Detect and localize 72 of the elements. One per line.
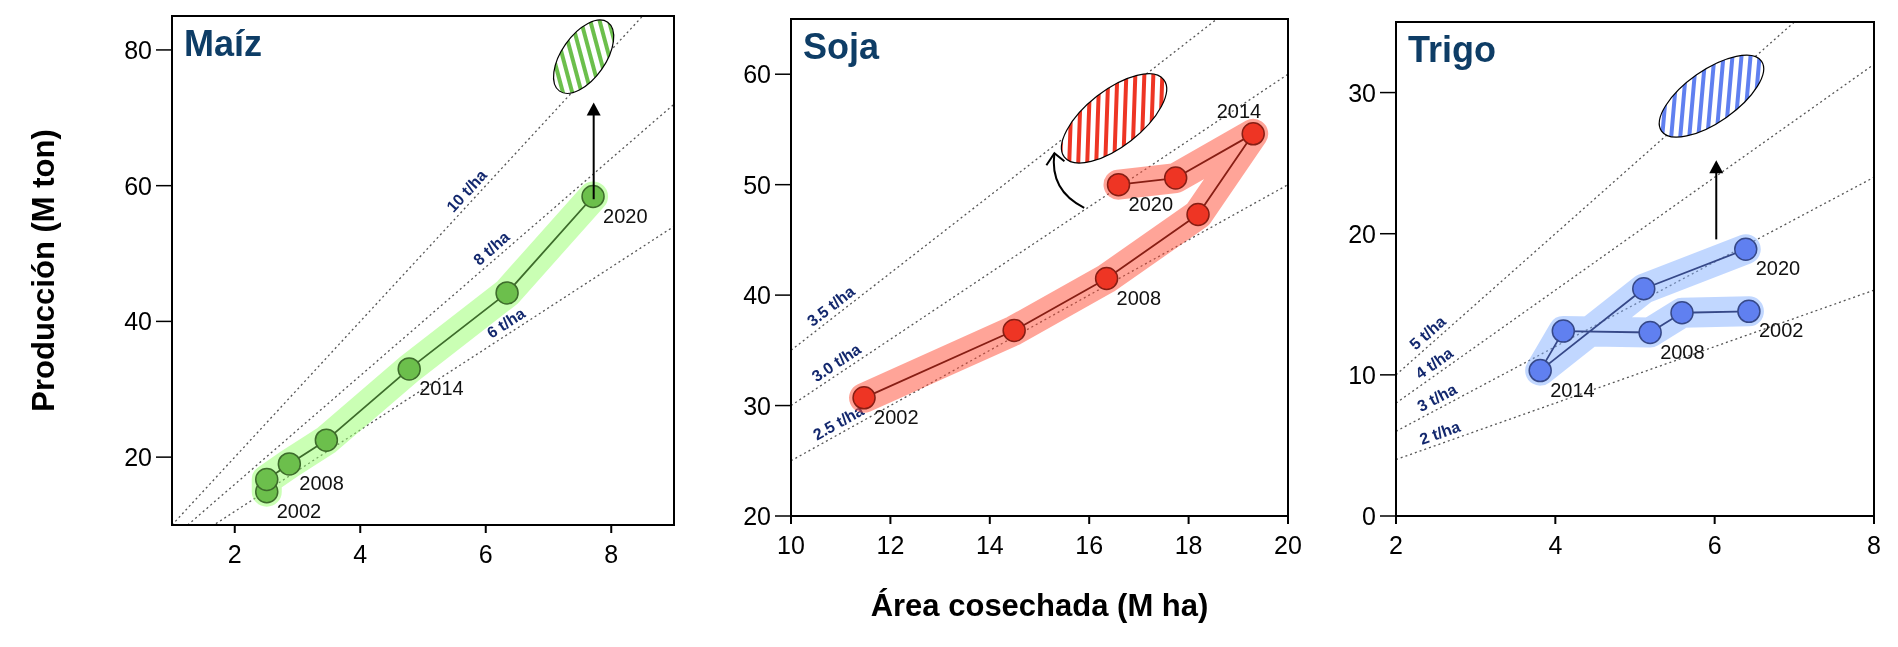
y-tick-label: 40 — [124, 307, 152, 336]
point — [1163, 166, 1188, 190]
point — [277, 452, 302, 476]
y-tick-label: 50 — [743, 170, 771, 199]
x-tick-label: 14 — [975, 531, 1004, 559]
point — [1737, 299, 1761, 324]
point — [1002, 318, 1026, 343]
y-tick-label: 30 — [743, 391, 771, 420]
text: 3.0 t/ha — [808, 340, 865, 386]
x-tick-label: 8 — [1867, 531, 1881, 559]
annotation: 2020 — [1128, 192, 1174, 215]
annotation: 2014 — [419, 376, 464, 399]
annotation: 2002 — [276, 499, 322, 522]
chart-title: Soja — [803, 26, 880, 67]
x-tick-label: 6 — [478, 540, 493, 568]
y-tick-label: 10 — [1348, 360, 1376, 389]
x-tick-label: 2 — [227, 540, 242, 568]
annotation: 2020 — [1755, 257, 1801, 280]
text: 8 t/ha — [470, 228, 513, 269]
annotation: 2008 — [1116, 286, 1162, 309]
chart-title: Trigo — [1408, 29, 1496, 70]
annotation: 2014 — [1550, 378, 1595, 401]
x-tick-label: 20 — [1274, 531, 1302, 559]
point — [852, 386, 876, 410]
point — [1106, 172, 1131, 197]
text: 2.5 t/ha — [810, 401, 867, 444]
point — [581, 184, 605, 209]
x-tick-label: 16 — [1075, 531, 1104, 559]
y-tick-label: 20 — [743, 502, 771, 530]
y-tick-label: 60 — [124, 171, 152, 200]
text: 6 t/ha — [483, 304, 529, 342]
y-tick-label: 20 — [124, 443, 152, 472]
point — [1638, 320, 1662, 345]
chart-title: Maíz — [184, 23, 263, 64]
point — [1528, 358, 1552, 383]
y-tick-label: 60 — [743, 60, 771, 89]
x-tick-label: 18 — [1174, 531, 1203, 559]
x-tick-label: 8 — [604, 540, 619, 568]
point — [495, 281, 519, 305]
annotation: 2008 — [1660, 340, 1705, 363]
text: 10 t/ha — [443, 166, 491, 216]
y-tick-label: 0 — [1362, 502, 1376, 530]
point — [1186, 202, 1210, 227]
point — [1551, 319, 1576, 343]
x-tick-label: 12 — [876, 531, 905, 559]
point — [1733, 237, 1758, 261]
x-tick-label: 4 — [353, 540, 368, 568]
point — [1241, 122, 1265, 146]
x-tick-label: 2 — [1389, 531, 1403, 559]
point — [397, 357, 421, 381]
y-tick-label: 40 — [743, 281, 771, 310]
y-tick-label: 80 — [124, 35, 152, 64]
x-tick-label: 6 — [1707, 531, 1722, 559]
annotation: 2002 — [874, 405, 919, 428]
point — [255, 467, 279, 492]
y-tick-label: 30 — [1348, 78, 1376, 107]
y-tick-label: 20 — [1348, 219, 1376, 248]
x-axis-title: Área cosechada (M ha) — [870, 588, 1209, 623]
point — [1632, 277, 1656, 301]
annotation: 2002 — [1758, 319, 1804, 342]
y-axis-title: Producción (M ton) — [26, 129, 61, 412]
point — [1670, 301, 1694, 325]
annotation: 2014 — [1216, 99, 1262, 122]
x-tick-label: 4 — [1548, 531, 1563, 559]
x-tick-label: 10 — [777, 531, 805, 559]
annotation: 2020 — [603, 204, 648, 227]
text: 3 t/ha — [1414, 380, 1460, 415]
point — [1094, 266, 1119, 291]
annotation: 2008 — [299, 471, 344, 494]
text: 3.5 t/ha — [803, 282, 858, 330]
text: 2 t/ha — [1417, 417, 1463, 448]
point — [314, 428, 339, 452]
